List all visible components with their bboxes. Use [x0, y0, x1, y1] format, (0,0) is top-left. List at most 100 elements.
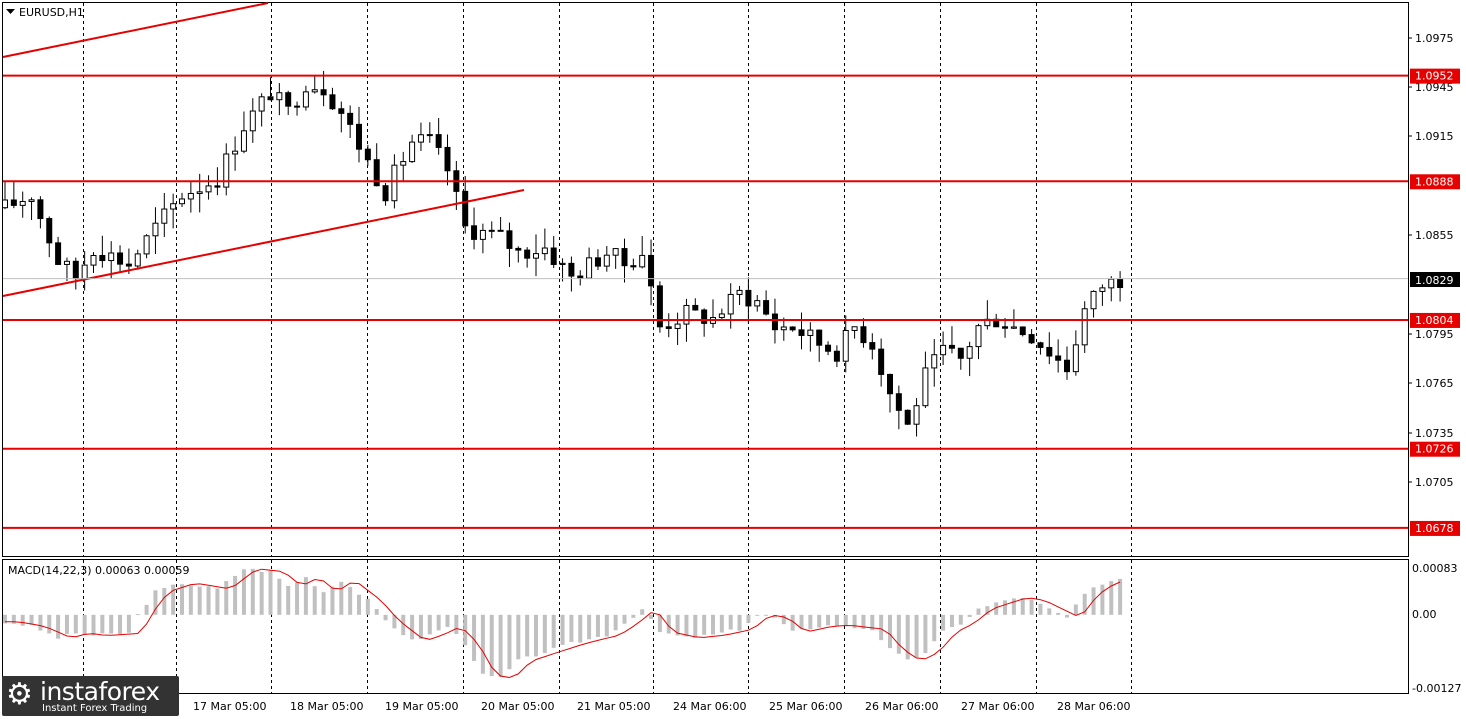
- candle-body: [311, 89, 318, 93]
- macd-bar: [365, 598, 370, 615]
- macd-bar: [852, 614, 857, 629]
- candle-body: [2, 199, 8, 209]
- candle-body: [550, 247, 557, 265]
- macd-bar: [843, 614, 848, 626]
- candle-body: [117, 252, 124, 265]
- macd-bar: [967, 614, 972, 617]
- macd-bar: [144, 604, 149, 615]
- macd-bar: [764, 614, 769, 616]
- macd-bar: [73, 614, 78, 634]
- macd-bar: [569, 614, 574, 642]
- macd-bar: [401, 614, 406, 636]
- candle-body: [294, 105, 301, 108]
- macd-bar: [941, 614, 946, 631]
- candle-body: [807, 329, 814, 336]
- candle-body: [860, 326, 867, 344]
- candle-body: [541, 247, 548, 255]
- macd-bar: [604, 614, 609, 637]
- current-price-tag: [1410, 272, 1460, 287]
- time-label: 26 Mar 06:00: [865, 700, 938, 713]
- candle-body: [134, 253, 141, 267]
- candle-body: [612, 248, 619, 256]
- macd-bar: [153, 590, 158, 615]
- logo-tagline: Instant Forex Trading: [42, 703, 148, 714]
- macd-bar: [923, 614, 928, 654]
- candle-body: [913, 405, 920, 425]
- candle-body: [205, 185, 212, 193]
- macd-bar: [622, 614, 627, 624]
- candle-body: [417, 134, 424, 143]
- macd-bar: [56, 614, 61, 639]
- candle-body: [276, 92, 283, 101]
- macd-bar: [445, 614, 450, 627]
- candle-body: [364, 148, 371, 161]
- macd-bar: [932, 614, 937, 642]
- level-tag: [1410, 312, 1460, 328]
- candle-body: [1010, 326, 1017, 329]
- macd-bar: [657, 614, 662, 633]
- candle-body: [338, 108, 345, 114]
- candle-body: [594, 257, 601, 267]
- macd-bar: [781, 614, 786, 625]
- candle-body: [258, 96, 265, 112]
- price-axis: 1.0975 1.0945 1.0915 1.0855 1.0795 1.076…: [1408, 32, 1454, 489]
- macd-bar: [772, 614, 777, 618]
- macd-bar: [383, 614, 388, 621]
- macd-bar: [277, 578, 282, 615]
- candle-body: [108, 252, 115, 262]
- candle-body: [1117, 278, 1124, 289]
- candle-body: [72, 260, 79, 280]
- candle-body: [816, 329, 823, 346]
- time-label: 24 Mar 06:00: [673, 700, 746, 713]
- macd-bar: [348, 587, 353, 615]
- candle-body: [479, 229, 486, 240]
- macd-bar: [905, 614, 910, 660]
- candle-body: [240, 130, 247, 152]
- candle-body: [170, 203, 177, 210]
- candle-body: [940, 344, 947, 356]
- upper-channel-line[interactable]: [2, 2, 269, 58]
- macd-bar: [525, 614, 530, 657]
- candle-body: [471, 225, 478, 240]
- macd-bar: [472, 614, 477, 661]
- macd-bar: [958, 614, 963, 625]
- price-tick: 1.0765: [1415, 377, 1454, 390]
- candle-body: [603, 254, 610, 267]
- candle-body: [1072, 344, 1079, 373]
- level-price-label: 1.0726: [1415, 443, 1454, 456]
- candle-body: [196, 191, 203, 194]
- macd-bar: [896, 614, 901, 654]
- level-price-labels: 1.0952 1.0888 1.0804 1.0726 1.0678: [1410, 68, 1460, 536]
- candle-body: [302, 91, 309, 108]
- macd-bar: [118, 614, 123, 635]
- macd-bar: [250, 568, 255, 615]
- candle-body: [683, 304, 690, 325]
- macd-bar: [1038, 603, 1043, 615]
- macd-bar: [684, 614, 689, 637]
- time-label: 25 Mar 06:00: [769, 700, 842, 713]
- macd-bar: [1073, 604, 1078, 615]
- candle-body: [869, 342, 876, 350]
- candle-body: [842, 329, 849, 362]
- time-label: 28 Mar 06:00: [1057, 700, 1130, 713]
- macd-bar: [1029, 599, 1034, 615]
- candle-body: [187, 192, 194, 200]
- candle-body: [444, 146, 451, 172]
- symbol-dropdown-icon[interactable]: [6, 9, 15, 14]
- candle-body: [754, 300, 761, 307]
- macd-bar: [587, 614, 592, 640]
- macd-bar: [826, 614, 831, 626]
- current-price-value: 1.0829: [1415, 274, 1454, 287]
- candle-body: [674, 323, 681, 329]
- macd-bar: [215, 588, 220, 615]
- price-panel: [2, 2, 1409, 557]
- candle-body: [763, 300, 770, 315]
- candle-body: [692, 304, 699, 311]
- macd-bar: [595, 614, 600, 637]
- candle-body: [639, 254, 646, 268]
- candle-body: [497, 229, 504, 232]
- level-price-label: 1.0678: [1415, 522, 1454, 535]
- candle-body: [285, 92, 292, 107]
- candle-body: [356, 123, 362, 150]
